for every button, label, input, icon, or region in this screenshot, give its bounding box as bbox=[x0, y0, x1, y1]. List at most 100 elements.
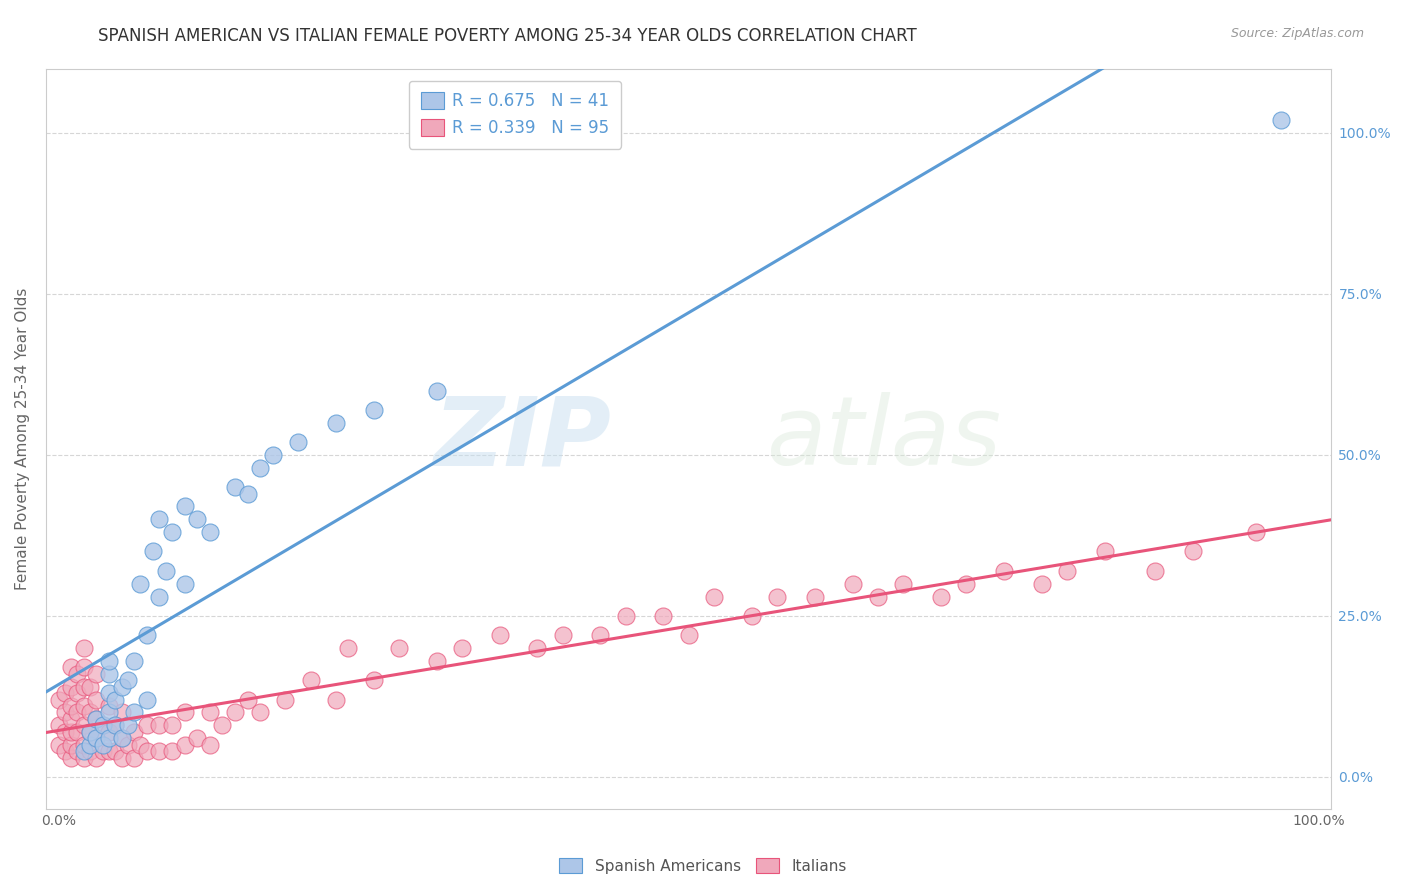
Point bbox=[73, 699, 96, 714]
Point bbox=[148, 512, 170, 526]
Point bbox=[135, 718, 157, 732]
Point bbox=[148, 718, 170, 732]
Point bbox=[426, 654, 449, 668]
Point bbox=[337, 641, 360, 656]
Point bbox=[614, 608, 637, 623]
Point bbox=[79, 738, 101, 752]
Point bbox=[73, 738, 96, 752]
Point bbox=[488, 628, 510, 642]
Point bbox=[98, 731, 121, 746]
Point bbox=[110, 731, 132, 746]
Point bbox=[53, 686, 76, 700]
Point bbox=[98, 666, 121, 681]
Point bbox=[841, 576, 863, 591]
Point bbox=[652, 608, 675, 623]
Point bbox=[48, 718, 70, 732]
Point bbox=[450, 641, 472, 656]
Point bbox=[91, 738, 114, 752]
Point bbox=[160, 744, 183, 758]
Point bbox=[79, 706, 101, 720]
Point bbox=[60, 660, 83, 674]
Point bbox=[79, 680, 101, 694]
Point bbox=[363, 402, 385, 417]
Point bbox=[325, 692, 347, 706]
Point bbox=[148, 590, 170, 604]
Point bbox=[135, 744, 157, 758]
Point bbox=[993, 564, 1015, 578]
Point bbox=[198, 738, 221, 752]
Point bbox=[160, 718, 183, 732]
Point bbox=[91, 718, 114, 732]
Point bbox=[48, 738, 70, 752]
Point bbox=[122, 750, 145, 764]
Point bbox=[60, 680, 83, 694]
Point bbox=[955, 576, 977, 591]
Point bbox=[122, 654, 145, 668]
Point bbox=[173, 738, 195, 752]
Point bbox=[86, 666, 108, 681]
Point bbox=[426, 384, 449, 398]
Point bbox=[104, 692, 127, 706]
Point bbox=[60, 712, 83, 726]
Point bbox=[79, 744, 101, 758]
Point bbox=[98, 724, 121, 739]
Point bbox=[249, 706, 271, 720]
Point bbox=[73, 680, 96, 694]
Point bbox=[73, 744, 96, 758]
Point bbox=[73, 641, 96, 656]
Point bbox=[110, 750, 132, 764]
Point bbox=[117, 673, 139, 688]
Point bbox=[1094, 544, 1116, 558]
Y-axis label: Female Poverty Among 25-34 Year Olds: Female Poverty Among 25-34 Year Olds bbox=[15, 287, 30, 590]
Point bbox=[66, 744, 89, 758]
Point bbox=[48, 692, 70, 706]
Point bbox=[173, 576, 195, 591]
Point bbox=[86, 692, 108, 706]
Point bbox=[929, 590, 952, 604]
Point bbox=[86, 731, 108, 746]
Point bbox=[1270, 113, 1292, 128]
Point bbox=[60, 724, 83, 739]
Point bbox=[1056, 564, 1078, 578]
Legend: R = 0.675   N = 41, R = 0.339   N = 95: R = 0.675 N = 41, R = 0.339 N = 95 bbox=[409, 80, 621, 149]
Point bbox=[66, 666, 89, 681]
Point bbox=[589, 628, 612, 642]
Point bbox=[86, 750, 108, 764]
Point bbox=[129, 576, 152, 591]
Point bbox=[122, 724, 145, 739]
Point bbox=[173, 500, 195, 514]
Point bbox=[224, 706, 246, 720]
Point bbox=[198, 525, 221, 540]
Point bbox=[79, 724, 101, 739]
Point bbox=[53, 744, 76, 758]
Point bbox=[236, 692, 259, 706]
Point bbox=[135, 692, 157, 706]
Point bbox=[104, 718, 127, 732]
Point bbox=[110, 731, 132, 746]
Point bbox=[363, 673, 385, 688]
Point bbox=[262, 448, 284, 462]
Point bbox=[98, 699, 121, 714]
Point bbox=[91, 718, 114, 732]
Point bbox=[1244, 525, 1267, 540]
Legend: Spanish Americans, Italians: Spanish Americans, Italians bbox=[554, 852, 852, 880]
Point bbox=[526, 641, 548, 656]
Point bbox=[186, 512, 208, 526]
Point bbox=[142, 544, 165, 558]
Point bbox=[73, 718, 96, 732]
Point bbox=[91, 744, 114, 758]
Point bbox=[60, 750, 83, 764]
Point bbox=[104, 744, 127, 758]
Text: ZIP: ZIP bbox=[433, 392, 612, 485]
Point bbox=[1143, 564, 1166, 578]
Point bbox=[73, 660, 96, 674]
Point bbox=[98, 706, 121, 720]
Point bbox=[86, 712, 108, 726]
Point bbox=[98, 686, 121, 700]
Point bbox=[766, 590, 789, 604]
Point bbox=[678, 628, 700, 642]
Point bbox=[53, 706, 76, 720]
Point bbox=[155, 564, 177, 578]
Point bbox=[60, 699, 83, 714]
Point bbox=[122, 706, 145, 720]
